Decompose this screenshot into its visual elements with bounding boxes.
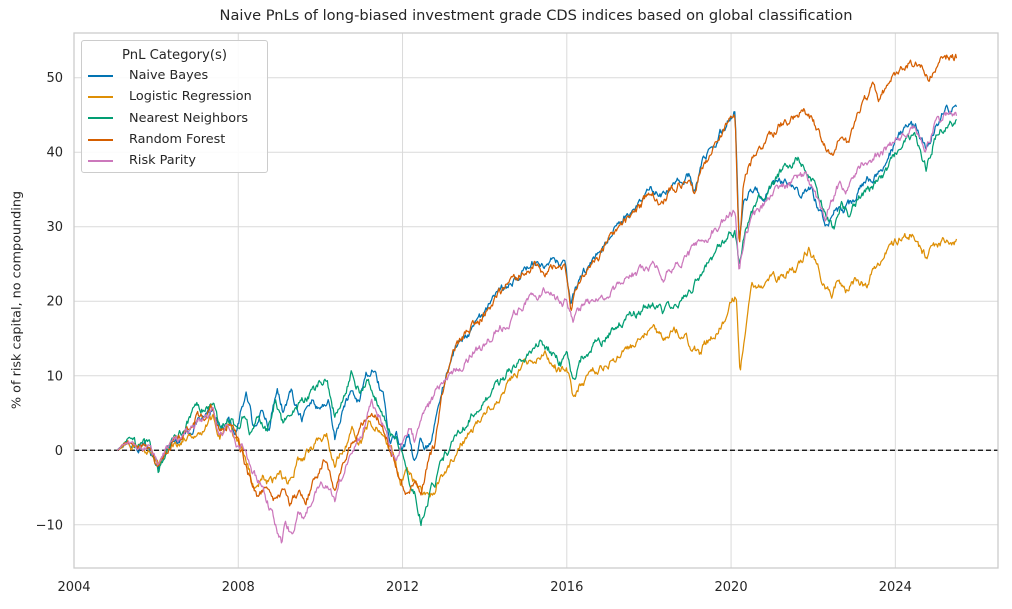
legend-item-label: Naive Bayes xyxy=(129,68,209,84)
series-line-risk-parity xyxy=(116,110,958,544)
legend-item-label: Nearest Neighbors xyxy=(129,110,249,126)
series-line-nearest-neighbors xyxy=(116,118,958,527)
series-line-naive-bayes xyxy=(116,104,958,471)
x-tick-label: 2020 xyxy=(715,580,748,595)
y-tick-label: −10 xyxy=(36,518,63,533)
legend-items: Naive Bayes Logistic Regression Nearest Ne… xyxy=(82,65,267,171)
x-tick-label: 2012 xyxy=(386,580,419,595)
legend-title: PnL Category(s) xyxy=(121,48,228,63)
chart-title: Naive PnLs of long-biased investment gra… xyxy=(219,7,853,24)
y-tick-label: 20 xyxy=(46,295,63,310)
legend-item: Naive Bayes xyxy=(82,65,267,86)
plot-frame xyxy=(73,32,999,569)
y-tick-label: 0 xyxy=(55,444,63,459)
x-tick-label: 2008 xyxy=(222,580,255,595)
legend-item: Risk Parity xyxy=(82,150,267,171)
legend-item: Nearest Neighbors xyxy=(82,108,267,129)
legend-swatch-line-icon xyxy=(88,74,113,77)
legend: PnL Category(s) Naive Bayes Logistic Regr… xyxy=(81,40,268,173)
legend-swatch-line-icon xyxy=(88,159,113,162)
legend-swatch-line-icon xyxy=(88,95,113,98)
series-line-random-forest xyxy=(116,53,958,507)
legend-item-label: Random Forest xyxy=(129,132,226,148)
x-tick-label: 2024 xyxy=(879,580,912,595)
series-line-logistic-regression xyxy=(116,232,958,498)
legend-item-label: Logistic Regression xyxy=(129,89,252,105)
y-tick-label: 50 xyxy=(46,71,63,86)
x-tick-label: 2016 xyxy=(550,580,583,595)
y-tick-label: 30 xyxy=(46,220,63,235)
legend-item-label: Risk Parity xyxy=(129,153,196,169)
legend-item: Random Forest xyxy=(82,129,267,150)
legend-item: Logistic Regression xyxy=(82,86,267,107)
y-axis-label: % of risk capital, no compounding xyxy=(9,190,25,410)
x-tick-label: 2004 xyxy=(57,580,90,595)
y-tick-label: 10 xyxy=(46,369,63,384)
y-tick-label: 40 xyxy=(46,146,63,161)
legend-swatch-line-icon xyxy=(88,117,113,120)
legend-swatch-line-icon xyxy=(88,138,113,141)
